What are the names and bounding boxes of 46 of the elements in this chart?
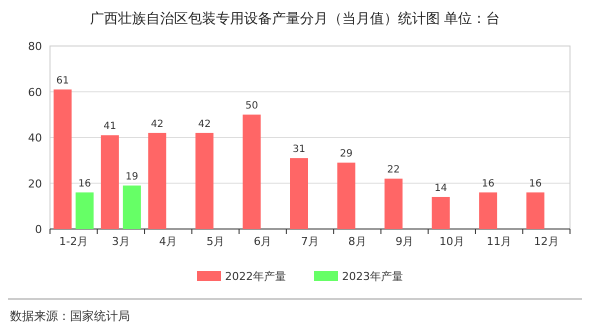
legend-label: 2023年产量 (342, 270, 403, 283)
x-tick-label: 10月 (439, 235, 464, 248)
bar (337, 162, 356, 229)
data-label: 42 (198, 118, 211, 130)
y-tick-label: 0 (35, 223, 42, 236)
y-tick-label: 80 (28, 40, 42, 53)
legend-label: 2022年产量 (225, 270, 286, 283)
source-note: 数据来源：国家统计局 (10, 309, 130, 323)
data-label: 61 (56, 75, 70, 86)
bar (100, 135, 119, 229)
bar (148, 132, 166, 229)
data-label: 22 (387, 164, 400, 176)
bar (479, 192, 498, 229)
data-label: 16 (482, 178, 494, 190)
data-label: 16 (78, 178, 92, 190)
y-tick-label: 40 (28, 132, 42, 144)
data-label: 19 (126, 172, 138, 183)
x-tick-label: 4月 (159, 235, 178, 248)
data-label: 41 (104, 121, 116, 132)
data-label: 14 (434, 182, 448, 194)
data-label: 50 (245, 100, 258, 112)
bar (242, 114, 261, 229)
x-tick-label: 1-2月 (59, 235, 88, 248)
x-tick-label: 8月 (348, 235, 366, 248)
bar (290, 158, 308, 229)
data-label: 31 (292, 144, 306, 156)
data-label: 29 (340, 148, 353, 160)
bar (384, 178, 403, 229)
x-tick-label: 11月 (486, 235, 512, 248)
data-label: 16 (528, 178, 542, 190)
bar (54, 89, 72, 229)
x-tick-label: 7月 (301, 235, 319, 248)
x-tick-label: 5月 (206, 235, 224, 248)
y-tick-label: 20 (28, 177, 42, 190)
chart-title: 广西壮族自治区包装专用设备产量分月（当月值）统计图 单位：台 (90, 11, 500, 27)
bar (122, 186, 141, 229)
data-label: 42 (150, 118, 164, 130)
x-tick-label: 9月 (396, 235, 414, 248)
y-tick-label: 60 (28, 86, 42, 99)
bar (432, 196, 450, 229)
x-tick-label: 12月 (534, 235, 559, 248)
bar (195, 132, 214, 229)
bar (76, 192, 94, 229)
x-tick-label: 6月 (254, 235, 272, 248)
x-tick-label: 3月 (112, 235, 130, 248)
bar (526, 192, 544, 229)
